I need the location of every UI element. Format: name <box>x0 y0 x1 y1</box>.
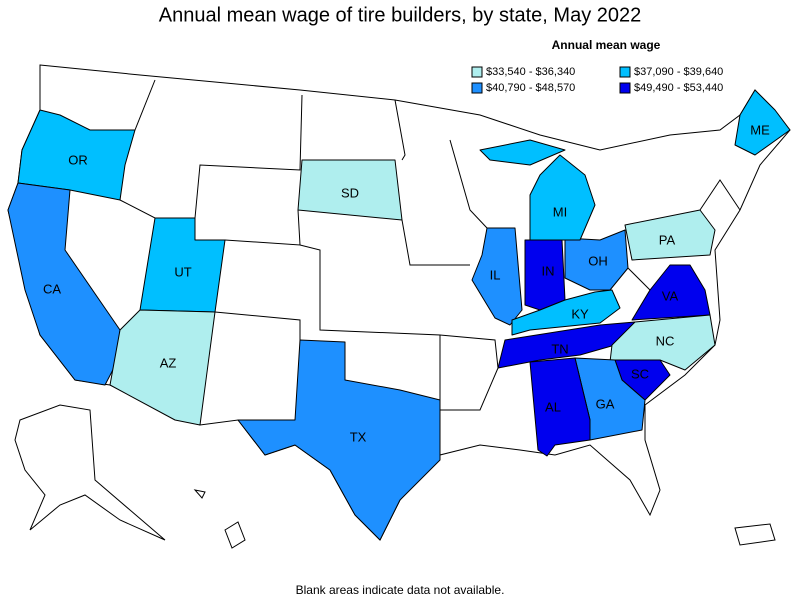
state-borders <box>119 94 303 219</box>
state-region <box>471 227 523 326</box>
state-region <box>529 154 596 241</box>
state-region <box>109 309 216 426</box>
legend-label: $33,540 - $36,340 <box>486 66 575 78</box>
state-label: TN <box>551 341 568 356</box>
hawaii <box>193 489 206 499</box>
hawaii <box>224 521 246 549</box>
state-region <box>624 209 716 261</box>
legend-label: $40,790 - $48,570 <box>486 82 575 94</box>
legend-swatch <box>619 82 631 94</box>
state-region <box>17 109 136 201</box>
legend-label: $37,090 - $39,640 <box>634 66 723 78</box>
legend-label: $49,490 - $53,440 <box>634 82 723 94</box>
state-label: IL <box>490 267 501 282</box>
states <box>7 89 791 541</box>
state-label: AL <box>545 399 561 414</box>
state-borders <box>627 267 651 291</box>
state-borders <box>699 179 741 211</box>
state-label: MI <box>553 204 567 219</box>
state-label: OH <box>588 253 608 268</box>
state-region <box>609 314 716 371</box>
map-title: Annual mean wage of tire builders, by st… <box>159 4 642 26</box>
state-label: IN <box>542 263 555 278</box>
state-borders <box>449 139 488 229</box>
state-label: SD <box>341 185 359 200</box>
state-labels: OR CA UT AZ SD TX IL IN OH MI KY TN PA V… <box>43 122 770 444</box>
state-label: UT <box>174 264 191 279</box>
state-label: SC <box>631 366 649 381</box>
state-label: AZ <box>160 355 177 370</box>
state-label: CA <box>43 281 61 296</box>
alaska-hawaii-pr <box>14 404 776 549</box>
state-region <box>479 139 566 166</box>
legend-swatch <box>619 66 631 78</box>
state-label: OR <box>68 152 88 167</box>
legend: Annual mean wage $33,540 - $36,340 $37,09… <box>471 38 723 94</box>
state-borders <box>401 219 470 266</box>
legend-swatch <box>471 66 483 78</box>
state-region <box>564 229 629 291</box>
state-borders <box>134 79 156 131</box>
state-label: TX <box>350 429 367 444</box>
state-region <box>511 289 621 336</box>
state-region <box>237 339 441 541</box>
state-borders <box>299 244 441 400</box>
state-region <box>734 89 791 156</box>
state-borders <box>394 99 406 161</box>
state-region <box>497 321 636 369</box>
state-label: GA <box>596 396 615 411</box>
state-label: KY <box>571 306 589 321</box>
state-label: VA <box>662 288 679 303</box>
state-borders <box>214 311 301 340</box>
state-region <box>529 357 591 457</box>
state-label: ME <box>750 122 770 137</box>
state-region <box>297 159 403 221</box>
state-region <box>7 182 121 386</box>
puerto-rico <box>734 523 776 546</box>
alaska <box>14 404 166 541</box>
state-label: NC <box>656 333 675 348</box>
footnote: Blank areas indicate data not available. <box>296 583 505 597</box>
state-label: PA <box>659 232 676 247</box>
legend-title: Annual mean wage <box>552 38 661 52</box>
legend-swatch <box>471 82 483 94</box>
